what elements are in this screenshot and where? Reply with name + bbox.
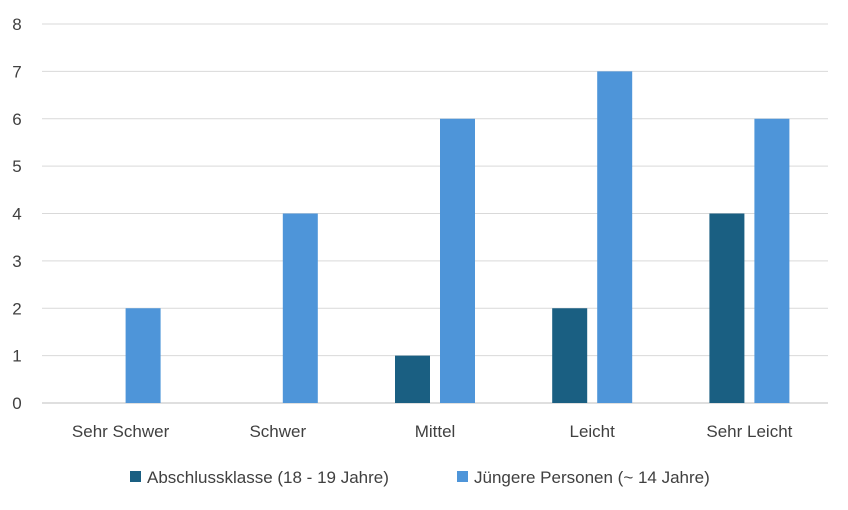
x-axis-ticks: Sehr Schwer Schwer Mittel Leicht Sehr Leicht bbox=[72, 422, 793, 441]
bar-juengere-personen-2 bbox=[440, 118, 475, 403]
x-category-label: Leicht bbox=[570, 422, 616, 441]
bar-juengere-personen-3 bbox=[597, 71, 633, 403]
bar-abschlussklasse-2 bbox=[395, 355, 430, 403]
legend-label: Abschlussklasse (18 - 19 Jahre) bbox=[147, 468, 389, 487]
legend: Abschlussklasse (18 - 19 Jahre) Jüngere P… bbox=[130, 468, 710, 487]
y-tick-label: 3 bbox=[12, 252, 21, 271]
bar-juengere-personen-0 bbox=[125, 308, 161, 403]
y-tick-label: 4 bbox=[12, 205, 21, 224]
y-tick-label: 8 bbox=[12, 15, 21, 34]
y-tick-label: 0 bbox=[12, 394, 21, 413]
legend-swatch bbox=[457, 471, 468, 482]
x-category-label: Sehr Schwer bbox=[72, 422, 170, 441]
y-tick-label: 1 bbox=[12, 347, 21, 366]
grid-layer bbox=[42, 23, 828, 404]
bars bbox=[125, 71, 790, 403]
legend-label: Jüngere Personen (~ 14 Jahre) bbox=[474, 468, 710, 487]
y-tick-label: 2 bbox=[12, 299, 21, 318]
y-tick-label: 5 bbox=[12, 157, 21, 176]
y-axis-ticks: 0 1 2 3 4 5 6 7 8 bbox=[12, 15, 21, 413]
bar-juengere-personen-4 bbox=[754, 118, 790, 403]
y-tick-label: 6 bbox=[12, 110, 21, 129]
bar-abschlussklasse-3 bbox=[552, 308, 588, 403]
legend-swatch bbox=[130, 471, 141, 482]
bar-abschlussklasse-4 bbox=[709, 213, 745, 403]
x-category-label: Sehr Leicht bbox=[706, 422, 792, 441]
bar-juengere-personen-1 bbox=[282, 213, 318, 403]
x-category-label: Schwer bbox=[249, 422, 306, 441]
y-tick-label: 7 bbox=[12, 62, 21, 81]
x-category-label: Mittel bbox=[415, 422, 456, 441]
